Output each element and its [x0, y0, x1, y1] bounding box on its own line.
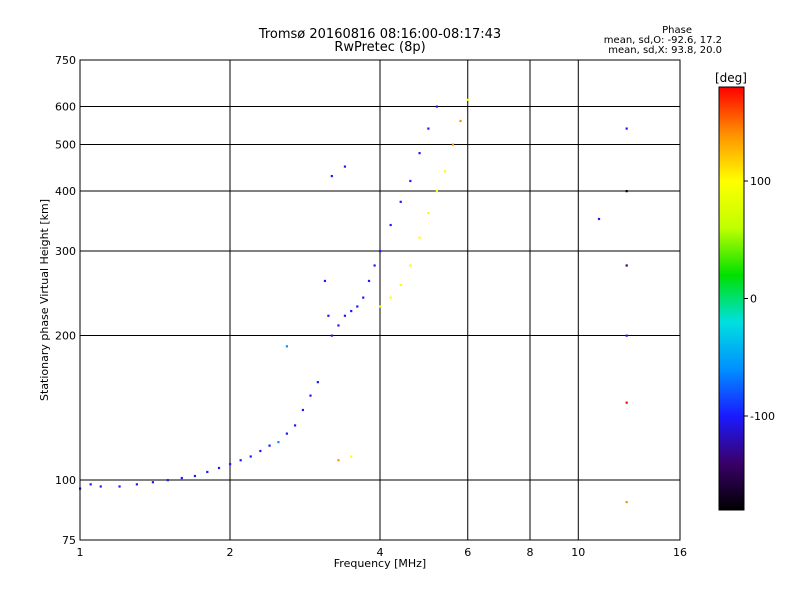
colorbar-gradient — [718, 86, 745, 511]
y-axis-label: Stationary phase Virtual Height [km] — [38, 199, 51, 401]
echo-point — [466, 98, 469, 101]
echo-point — [356, 305, 359, 308]
echo-point — [285, 345, 288, 348]
echo-point — [309, 394, 312, 397]
echo-point — [343, 314, 347, 317]
echo-point — [217, 466, 221, 470]
x-tick-label: 8 — [527, 546, 534, 559]
echo-point — [337, 324, 340, 327]
echo-point — [373, 264, 376, 267]
y-tick-label: 750 — [55, 54, 76, 67]
echo-point — [135, 483, 138, 486]
colorbar-ticks: 100 0 -100 — [744, 175, 775, 423]
x-tick-label: 6 — [464, 546, 471, 559]
echo-point — [435, 190, 438, 193]
y-tick-label: 75 — [62, 534, 76, 547]
echo-point — [389, 296, 392, 299]
echo-point — [99, 485, 102, 488]
echo-point — [389, 223, 392, 227]
echo-point — [418, 236, 421, 239]
echo-point — [180, 476, 183, 480]
colorbar-label: [deg] — [715, 71, 747, 85]
echo-point — [166, 479, 169, 482]
y-tick-label: 300 — [55, 245, 76, 258]
echo-point — [625, 127, 628, 130]
echo-point — [206, 470, 209, 474]
x-axis-label: Frequency [MHz] — [334, 557, 426, 570]
echo-point — [343, 165, 347, 168]
echo-points — [79, 98, 628, 504]
y-tick-label: 100 — [55, 474, 76, 487]
x-tick-label: 1 — [77, 546, 84, 559]
echo-point — [625, 401, 628, 404]
chart-title: Tromsø 20160816 08:16:00-08:17:43 — [258, 27, 502, 42]
echo-point — [350, 455, 353, 458]
echo-point — [409, 264, 412, 267]
echo-point — [625, 264, 628, 267]
echo-point — [89, 483, 92, 486]
echo-point — [151, 481, 155, 484]
echo-point — [118, 485, 121, 488]
y-tick-label: 200 — [55, 330, 76, 343]
echo-point — [451, 143, 455, 146]
echo-point — [379, 305, 382, 308]
echo-point — [330, 334, 333, 337]
colorbar-tick-label: 0 — [750, 293, 757, 306]
echo-point — [268, 444, 271, 447]
grid-lines — [80, 60, 680, 540]
echo-point — [259, 449, 262, 453]
echo-point — [337, 459, 340, 462]
phase-stats-x-mode: mean, sd,X: 93.8, 20.0 — [608, 45, 722, 56]
echo-point — [427, 212, 430, 215]
chart-subtitle: RwPretec (8p) — [334, 40, 426, 55]
echo-point — [435, 105, 438, 108]
echo-point — [625, 334, 628, 337]
echo-point — [229, 462, 232, 466]
x-tick-label: 4 — [377, 546, 384, 559]
x-axis-ticks: 1 2 4 6 8 10 16 — [77, 546, 688, 559]
echo-point — [239, 459, 242, 462]
y-tick-label: 400 — [55, 185, 76, 198]
y-tick-label: 500 — [55, 139, 76, 152]
echo-point — [418, 152, 421, 155]
y-axis-ticks: 75 100 200 300 400 500 600 750 — [55, 54, 76, 547]
echo-point — [323, 279, 327, 283]
echo-point — [316, 381, 319, 384]
echo-point — [277, 441, 280, 444]
echo-point — [427, 127, 430, 130]
echo-point — [330, 174, 333, 178]
echo-point — [379, 250, 382, 253]
echo-point — [597, 217, 601, 221]
echo-point — [327, 314, 330, 317]
echo-point — [350, 309, 353, 313]
echo-point — [301, 408, 305, 412]
y-tick-label: 600 — [55, 101, 76, 114]
echo-point — [399, 200, 402, 203]
x-tick-label: 2 — [227, 546, 234, 559]
echo-point — [293, 424, 297, 427]
phase-stats-heading: Phase — [662, 25, 692, 36]
plot-frame — [79, 59, 681, 541]
echo-point — [399, 283, 402, 287]
phase-colorbar: [deg] 100 0 -100 — [715, 71, 775, 511]
echo-point — [285, 432, 288, 435]
echo-point — [362, 296, 365, 299]
colorbar-tick-label: 100 — [750, 175, 771, 188]
echo-point — [367, 279, 371, 283]
echo-point — [409, 179, 412, 183]
x-tick-label: 10 — [571, 546, 585, 559]
echo-point — [193, 474, 197, 478]
echo-point — [625, 190, 628, 193]
echo-point — [625, 500, 628, 504]
echo-point — [459, 119, 462, 123]
colorbar-tick-label: -100 — [750, 410, 775, 423]
echo-point — [443, 170, 447, 173]
phase-stats-o-mode: mean, sd,O: -92.6, 17.2 — [603, 35, 722, 46]
echo-point — [249, 455, 252, 458]
x-tick-label: 16 — [673, 546, 687, 559]
